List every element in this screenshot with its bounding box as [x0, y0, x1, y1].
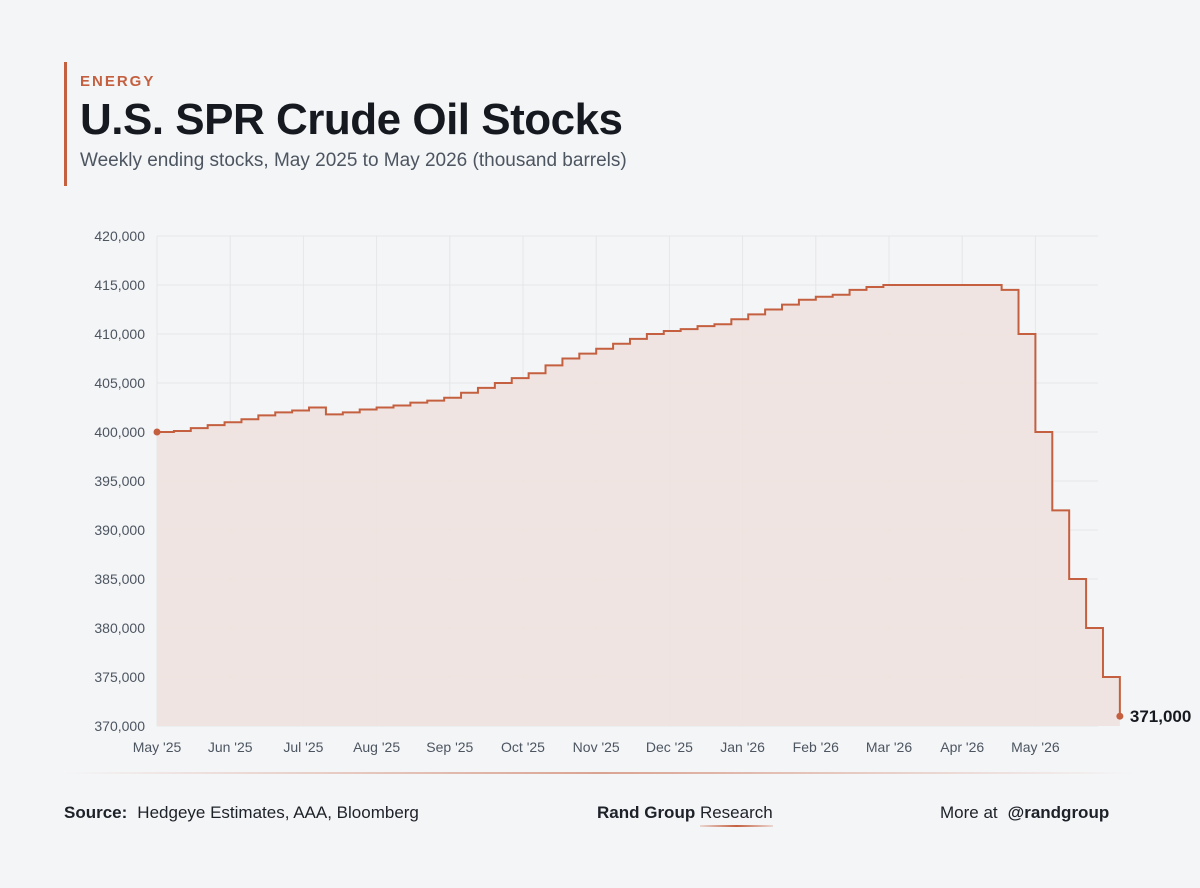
footer-divider: [64, 772, 1134, 774]
y-tick-label: 370,000: [94, 718, 145, 734]
x-tick-label: Sep '25: [426, 739, 473, 755]
y-tick-label: 400,000: [94, 424, 145, 440]
brand-mark: Rand Group Research: [597, 802, 773, 824]
brand-name: Rand Group: [597, 803, 696, 822]
x-tick-label: Aug '25: [353, 739, 400, 755]
x-tick-label: Dec '25: [646, 739, 693, 755]
source-label: Source:: [64, 803, 128, 822]
x-axis-labels: May '25 Jun '25 Jul '25 Aug '25 Sep '25 Oct '…: [133, 739, 1060, 755]
y-axis-labels: 370,000 375,000 380,000 385,000 390,000 395,0…: [94, 228, 145, 734]
more-label: More at: [940, 803, 998, 822]
y-tick-label: 395,000: [94, 473, 145, 489]
social-handle: @randgroup: [1007, 803, 1110, 822]
chart-title: U.S. SPR Crude Oil Stocks: [80, 95, 623, 144]
x-tick-label: May '25: [133, 739, 182, 755]
y-tick-label: 375,000: [94, 669, 145, 685]
x-tick-label: Jan '26: [720, 739, 765, 755]
x-tick-label: Oct '25: [501, 739, 545, 755]
chart-subtitle: Weekly ending stocks, May 2025 to May 20…: [80, 150, 627, 171]
x-tick-label: May '26: [1011, 739, 1060, 755]
chart-svg: 370,000 375,000 380,000 385,000 390,000 395,0…: [94, 228, 1191, 755]
brand-subtitle: Research: [699, 803, 773, 822]
y-tick-label: 380,000: [94, 620, 145, 636]
y-tick-label: 410,000: [94, 326, 145, 342]
category-kicker: ENERGY: [80, 73, 156, 90]
y-tick-label: 385,000: [94, 571, 145, 587]
end-point-marker: [1116, 712, 1124, 720]
y-tick-label: 405,000: [94, 375, 145, 391]
x-tick-label: Nov '25: [573, 739, 620, 755]
x-tick-label: Apr '26: [940, 739, 984, 755]
series-step-line: [157, 284, 1121, 717]
more-note: More at @randgroup: [940, 802, 1109, 824]
chart-header: ENERGY U.S. SPR Crude Oil Stocks Weekly …: [64, 62, 627, 186]
y-tick-label: 420,000: [94, 228, 145, 244]
source-text: Hedgeye Estimates, AAA, Bloomberg: [137, 803, 419, 822]
x-tick-label: Mar '26: [866, 739, 912, 755]
x-tick-label: Jul '25: [283, 739, 323, 755]
x-tick-label: Feb '26: [793, 739, 839, 755]
start-point-marker: [153, 428, 161, 436]
end-value-label: 371,000: [1130, 707, 1191, 726]
y-tick-label: 415,000: [94, 277, 145, 293]
source-note: Source: Hedgeye Estimates, AAA, Bloomberg: [64, 802, 419, 824]
series-area-fill: [157, 285, 1120, 726]
x-tick-label: Jun '25: [208, 739, 253, 755]
y-tick-label: 390,000: [94, 522, 145, 538]
